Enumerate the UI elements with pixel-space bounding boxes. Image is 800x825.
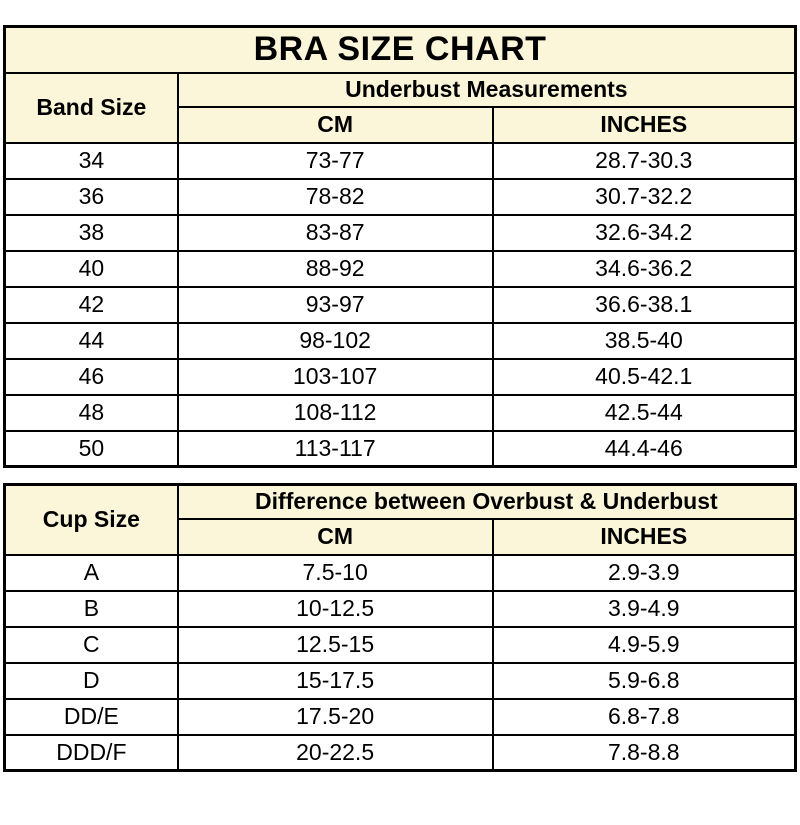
inches-cell: 32.6-34.2	[491, 213, 797, 252]
table-row: 48 108-112 42.5-44	[3, 393, 797, 432]
cm-cell: 88-92	[176, 249, 494, 288]
inches-cell: 4.9-5.9	[491, 625, 797, 664]
difference-group-header: Difference between Overbust & Underbust	[176, 483, 797, 520]
page-title: BRA SIZE CHART	[3, 25, 797, 74]
table-row: DD/E 17.5-20 6.8-7.8	[3, 697, 797, 736]
cm-cell: 10-12.5	[176, 589, 494, 628]
cm-cell: 17.5-20	[176, 697, 494, 736]
cm-cell: 108-112	[176, 393, 494, 432]
chart-title-row: BRA SIZE CHART	[3, 25, 797, 74]
inches-cell: 44.4-46	[491, 429, 797, 468]
table-row: A 7.5-10 2.9-3.9	[3, 553, 797, 592]
cup-header-row: Cup Size Difference between Overbust & U…	[3, 483, 797, 556]
band-header-row: Band Size Underbust Measurements	[3, 71, 797, 144]
cup-size-cell: A	[3, 553, 179, 592]
cup-size-table: Cup Size Difference between Overbust & U…	[3, 483, 797, 772]
band-size-header: Band Size	[3, 71, 179, 144]
cup-size-cell: DDD/F	[3, 733, 179, 772]
cup-size-cell: D	[3, 661, 179, 700]
inches-cell: 7.8-8.8	[491, 733, 797, 772]
column-header-cm: CM	[176, 517, 494, 556]
column-header-inches: INCHES	[491, 517, 797, 556]
cup-unit-row: CM INCHES	[5, 517, 797, 556]
table-row: 46 103-107 40.5-42.1	[3, 357, 797, 396]
inches-cell: 30.7-32.2	[491, 177, 797, 216]
band-size-cell: 34	[3, 141, 179, 180]
table-row: 36 78-82 30.7-32.2	[3, 177, 797, 216]
band-size-cell: 46	[3, 357, 179, 396]
table-row: DDD/F 20-22.5 7.8-8.8	[3, 733, 797, 772]
cm-cell: 20-22.5	[176, 733, 494, 772]
inches-cell: 6.8-7.8	[491, 697, 797, 736]
table-row: 50 113-117 44.4-46	[3, 429, 797, 468]
table-row: 34 73-77 28.7-30.3	[3, 141, 797, 180]
inches-cell: 38.5-40	[491, 321, 797, 360]
inches-cell: 3.9-4.9	[491, 589, 797, 628]
inches-cell: 28.7-30.3	[491, 141, 797, 180]
band-size-cell: 36	[3, 177, 179, 216]
table-row: D 15-17.5 5.9-6.8	[3, 661, 797, 700]
cm-cell: 103-107	[176, 357, 494, 396]
bra-size-chart: BRA SIZE CHART Band Size Underbust Measu…	[3, 25, 797, 772]
table-row: C 12.5-15 4.9-5.9	[3, 625, 797, 664]
cm-cell: 83-87	[176, 213, 494, 252]
band-size-cell: 40	[3, 249, 179, 288]
inches-cell: 40.5-42.1	[491, 357, 797, 396]
band-size-cell: 38	[3, 213, 179, 252]
table-divider-gap	[3, 468, 797, 483]
underbust-group-header: Underbust Measurements	[176, 71, 797, 108]
inches-cell: 36.6-38.1	[491, 285, 797, 324]
band-size-cell: 50	[3, 429, 179, 468]
column-header-inches: INCHES	[491, 105, 797, 144]
table-row: 38 83-87 32.6-34.2	[3, 213, 797, 252]
column-header-cm: CM	[176, 105, 494, 144]
cm-cell: 12.5-15	[176, 625, 494, 664]
band-size-table: BRA SIZE CHART Band Size Underbust Measu…	[3, 25, 797, 468]
table-row: 44 98-102 38.5-40	[3, 321, 797, 360]
cm-cell: 7.5-10	[176, 553, 494, 592]
cup-size-cell: B	[3, 589, 179, 628]
cup-size-cell: C	[3, 625, 179, 664]
cup-size-cell: DD/E	[3, 697, 179, 736]
cm-cell: 93-97	[176, 285, 494, 324]
cm-cell: 73-77	[176, 141, 494, 180]
inches-cell: 42.5-44	[491, 393, 797, 432]
band-size-cell: 42	[3, 285, 179, 324]
inches-cell: 5.9-6.8	[491, 661, 797, 700]
cm-cell: 15-17.5	[176, 661, 494, 700]
table-row: B 10-12.5 3.9-4.9	[3, 589, 797, 628]
band-size-cell: 48	[3, 393, 179, 432]
cm-cell: 78-82	[176, 177, 494, 216]
cup-size-header: Cup Size	[3, 483, 179, 556]
band-size-cell: 44	[3, 321, 179, 360]
table-row: 40 88-92 34.6-36.2	[3, 249, 797, 288]
band-unit-row: CM INCHES	[5, 105, 797, 144]
inches-cell: 2.9-3.9	[491, 553, 797, 592]
inches-cell: 34.6-36.2	[491, 249, 797, 288]
cm-cell: 98-102	[176, 321, 494, 360]
cm-cell: 113-117	[176, 429, 494, 468]
table-row: 42 93-97 36.6-38.1	[3, 285, 797, 324]
